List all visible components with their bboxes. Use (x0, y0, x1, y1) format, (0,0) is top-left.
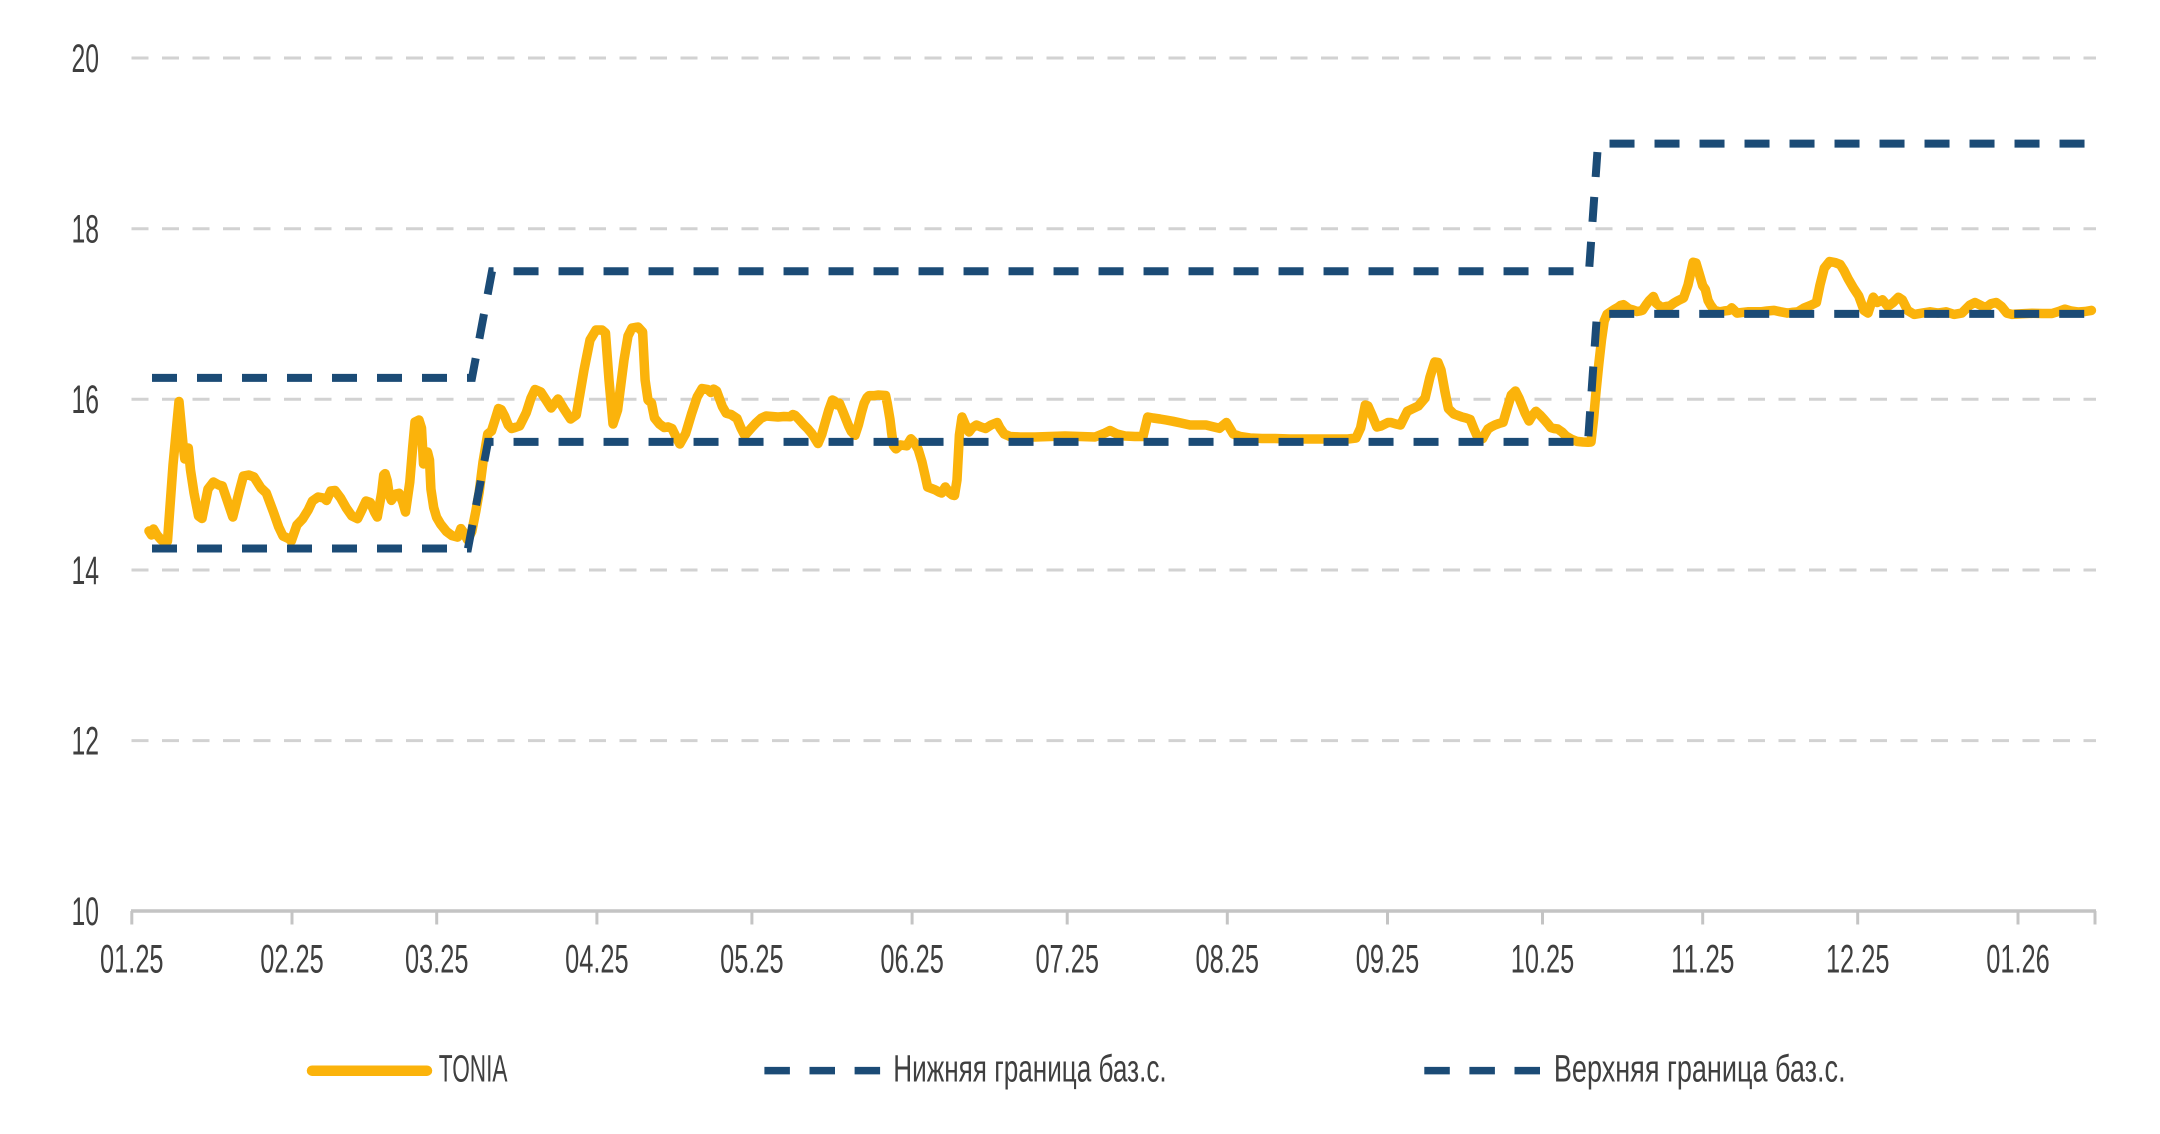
svg-text:02.25: 02.25 (260, 938, 324, 982)
svg-text:12.25: 12.25 (1826, 938, 1890, 982)
svg-text:10: 10 (72, 890, 100, 934)
svg-text:04.25: 04.25 (565, 938, 629, 982)
svg-text:14: 14 (72, 549, 100, 593)
svg-text:08.25: 08.25 (1196, 938, 1260, 982)
svg-text:01.25: 01.25 (100, 938, 164, 982)
svg-text:12: 12 (72, 719, 100, 763)
svg-text:16: 16 (72, 378, 100, 422)
svg-text:07.25: 07.25 (1035, 938, 1099, 982)
svg-text:09.25: 09.25 (1356, 938, 1420, 982)
svg-text:Нижняя граница баз.с.: Нижняя граница баз.с. (893, 1049, 1166, 1091)
svg-text:Верхняя граница баз.с.: Верхняя граница баз.с. (1554, 1049, 1846, 1091)
svg-text:03.25: 03.25 (405, 938, 469, 982)
svg-text:11.25: 11.25 (1671, 938, 1735, 982)
svg-text:05.25: 05.25 (720, 938, 784, 982)
svg-text:18: 18 (72, 208, 100, 252)
svg-text:01.26: 01.26 (1986, 938, 2050, 982)
svg-text:TONIA: TONIA (439, 1049, 508, 1091)
svg-text:10.25: 10.25 (1511, 938, 1575, 982)
svg-text:20: 20 (72, 37, 100, 81)
svg-text:06.25: 06.25 (880, 938, 944, 982)
